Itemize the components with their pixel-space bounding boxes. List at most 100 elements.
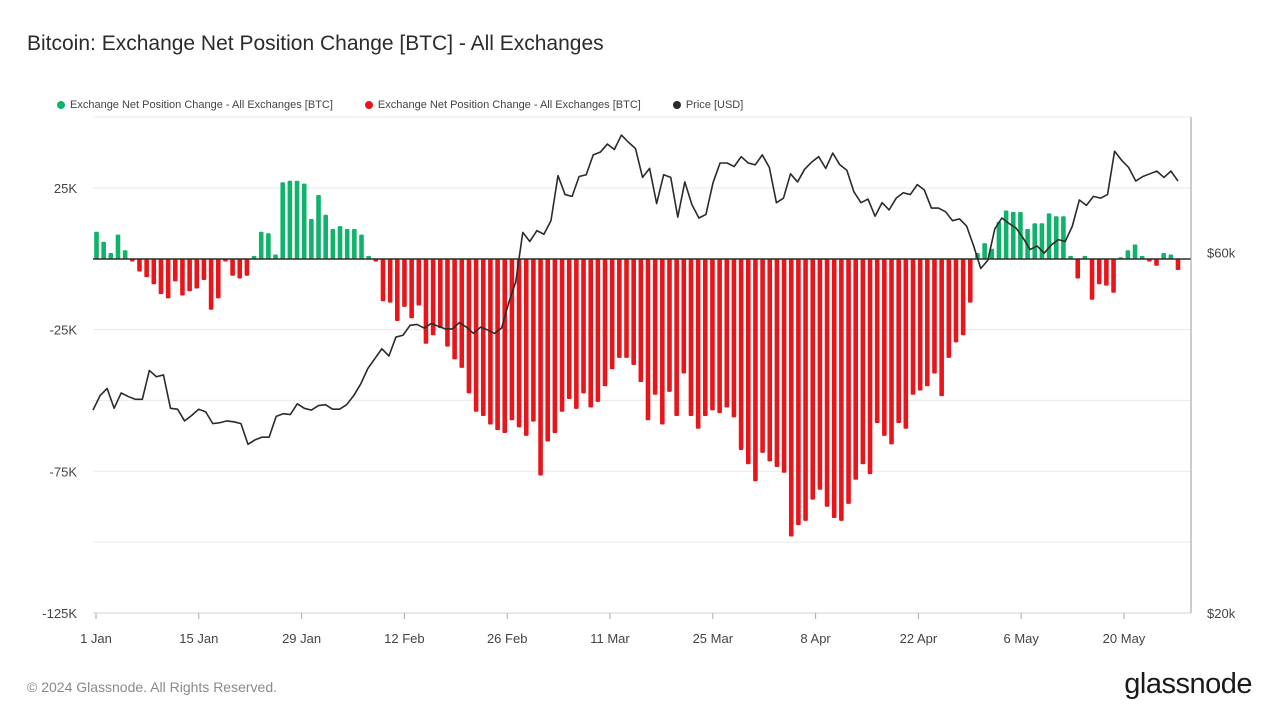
bar-negative[interactable] (925, 258, 930, 387)
bar-positive[interactable] (273, 254, 278, 259)
bar-positive[interactable] (1061, 216, 1066, 259)
bar-negative[interactable] (480, 258, 486, 417)
bar-positive[interactable] (1003, 210, 1009, 259)
bar-positive[interactable] (330, 228, 336, 259)
bar-negative[interactable] (660, 258, 665, 425)
bar-positive[interactable] (122, 250, 128, 259)
bar-negative[interactable] (1075, 258, 1081, 279)
bar-negative[interactable] (423, 258, 429, 344)
bar-negative[interactable] (151, 258, 157, 285)
bar-negative[interactable] (738, 258, 744, 451)
bar-negative[interactable] (1175, 258, 1181, 271)
bar-negative[interactable] (874, 258, 880, 424)
bar-positive[interactable] (1168, 254, 1174, 259)
bar-negative[interactable] (538, 258, 543, 476)
bar-negative[interactable] (731, 258, 737, 418)
bar-negative[interactable] (903, 258, 909, 429)
bar-positive[interactable] (294, 180, 300, 259)
bar-positive[interactable] (94, 231, 99, 259)
bar-positive[interactable] (989, 248, 995, 259)
bar-negative[interactable] (896, 258, 901, 424)
bar-negative[interactable] (688, 258, 694, 417)
bar-positive[interactable] (1025, 228, 1030, 259)
bar-negative[interactable] (796, 258, 801, 526)
bar-negative[interactable] (165, 258, 171, 299)
bar-negative[interactable] (473, 258, 479, 412)
bar-positive[interactable] (287, 180, 293, 259)
bar-negative[interactable] (702, 258, 708, 417)
bar-negative[interactable] (602, 258, 608, 387)
bar-negative[interactable] (624, 258, 629, 358)
bar-positive[interactable] (1032, 223, 1038, 259)
bar-negative[interactable] (745, 258, 751, 465)
bar-negative[interactable] (545, 258, 551, 442)
bar-negative[interactable] (631, 258, 636, 365)
bar-negative[interactable] (638, 258, 644, 382)
bar-negative[interactable] (158, 258, 164, 295)
glassnode-logo[interactable]: glassnode (1124, 668, 1252, 700)
bar-negative[interactable] (1154, 258, 1159, 266)
bar-negative[interactable] (237, 258, 243, 279)
bar-positive[interactable] (251, 255, 257, 259)
bar-positive[interactable] (323, 214, 328, 259)
bar-negative[interactable] (244, 258, 250, 276)
bar-negative[interactable] (137, 258, 142, 272)
bar-negative[interactable] (144, 258, 149, 278)
bar-negative[interactable] (939, 258, 944, 397)
bar-positive[interactable] (115, 234, 121, 259)
bar-positive[interactable] (266, 233, 271, 259)
bar-negative[interactable] (1096, 258, 1102, 285)
bar-negative[interactable] (409, 258, 414, 319)
bar-negative[interactable] (430, 258, 436, 336)
bar-negative[interactable] (932, 258, 937, 374)
bar-negative[interactable] (882, 258, 887, 436)
bar-positive[interactable] (366, 255, 371, 259)
bar-negative[interactable] (416, 258, 422, 306)
bar-negative[interactable] (853, 258, 858, 480)
bar-positive[interactable] (352, 228, 357, 259)
bar-negative[interactable] (488, 258, 493, 425)
bar-negative[interactable] (724, 258, 730, 408)
bar-negative[interactable] (831, 258, 837, 519)
bar-positive[interactable] (1046, 213, 1052, 259)
bar-negative[interactable] (817, 258, 823, 490)
bar-negative[interactable] (502, 258, 508, 434)
bar-negative[interactable] (1111, 258, 1116, 293)
bar-positive[interactable] (258, 231, 264, 259)
bar-negative[interactable] (387, 258, 393, 303)
bar-negative[interactable] (867, 258, 873, 475)
bar-negative[interactable] (466, 258, 472, 394)
bar-negative[interactable] (452, 258, 457, 360)
bar-negative[interactable] (402, 258, 407, 307)
bar-negative[interactable] (1089, 258, 1095, 300)
legend-item-outflow[interactable]: Exchange Net Position Change - All Excha… (364, 99, 641, 111)
bar-positive[interactable] (996, 221, 1002, 259)
bar-negative[interactable] (674, 258, 679, 417)
bar-negative[interactable] (889, 258, 894, 445)
bar-negative[interactable] (695, 258, 701, 429)
bar-negative[interactable] (516, 258, 522, 428)
legend-item-inflow[interactable]: Exchange Net Position Change - All Excha… (57, 99, 333, 111)
bar-positive[interactable] (1139, 255, 1145, 259)
bar-negative[interactable] (552, 258, 558, 434)
bar-negative[interactable] (380, 258, 386, 302)
legend-item-price[interactable]: Price [USD] (672, 99, 743, 111)
bar-positive[interactable] (309, 219, 314, 259)
bar-negative[interactable] (588, 258, 593, 408)
bar-negative[interactable] (445, 258, 450, 347)
bar-negative[interactable] (839, 258, 844, 521)
bar-negative[interactable] (559, 258, 565, 412)
bar-negative[interactable] (760, 258, 765, 453)
bar-positive[interactable] (1125, 250, 1131, 259)
bar-negative[interactable] (230, 258, 235, 276)
bar-negative[interactable] (437, 258, 443, 329)
bar-negative[interactable] (717, 258, 722, 414)
bar-negative[interactable] (609, 258, 615, 370)
bar-negative[interactable] (595, 258, 601, 402)
bar-negative[interactable] (395, 258, 400, 322)
bar-negative[interactable] (710, 258, 715, 411)
bar-negative[interactable] (681, 258, 687, 374)
bar-negative[interactable] (824, 258, 830, 507)
bar-negative[interactable] (566, 258, 572, 400)
